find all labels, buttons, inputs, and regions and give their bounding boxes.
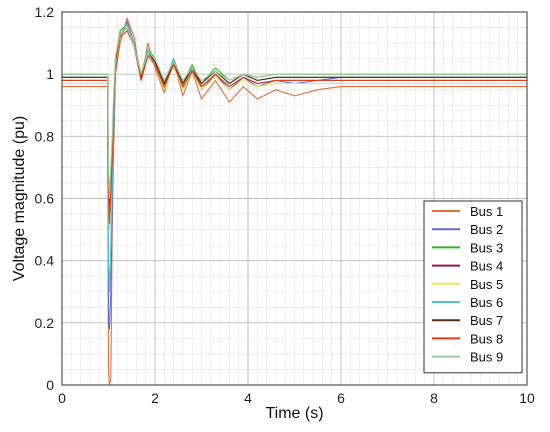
legend-entry-label: Bus 1: [470, 204, 503, 219]
legend-entry-label: Bus 6: [470, 295, 503, 310]
x-tick-label: 10: [519, 390, 535, 406]
series-line-bus-8: [62, 30, 527, 224]
legend-entry-label: Bus 8: [470, 331, 503, 346]
y-tick-label: 0.6: [35, 191, 55, 207]
y-tick-label: 0.2: [35, 315, 55, 331]
plot-frame: [61, 11, 528, 386]
legend-entry-label: Bus 4: [470, 259, 503, 274]
x-tick-label: 2: [151, 390, 159, 406]
x-tick-labels: 0 2 4 6 8 10: [58, 390, 535, 406]
y-tick-label: 0: [46, 377, 54, 393]
x-tick-label: 8: [430, 390, 438, 406]
plot-lines: [62, 17, 527, 386]
y-tick-label: 0.8: [35, 128, 55, 144]
y-tick-label: 0.4: [35, 253, 55, 269]
x-axis-label: Time (s): [265, 405, 323, 422]
series-line-bus-1: [62, 17, 527, 386]
x-tick-label: 0: [58, 390, 66, 406]
y-tick-label: 1: [46, 66, 54, 82]
legend-entry-label: Bus 5: [470, 277, 503, 292]
legend-entry-label: Bus 3: [470, 240, 503, 255]
legend: Bus 1 Bus 2 Bus 3 Bus 4 Bus 5 Bus 6 Bus 7 Bus 8…: [423, 200, 523, 374]
x-tick-label: 4: [244, 390, 252, 406]
legend-entry-label: Bus 2: [470, 222, 503, 237]
y-tick-labels: 0 0.2 0.4 0.6 0.8 1 1.2: [35, 4, 55, 393]
legend-entry-label: Bus 7: [470, 313, 503, 328]
series-line-bus-9: [62, 26, 527, 200]
x-tick-label: 6: [337, 390, 345, 406]
y-tick-label: 1.2: [35, 4, 55, 20]
legend-entry-label: Bus 9: [470, 350, 503, 365]
y-axis-label: Voltage magnitude (pu): [11, 116, 28, 281]
